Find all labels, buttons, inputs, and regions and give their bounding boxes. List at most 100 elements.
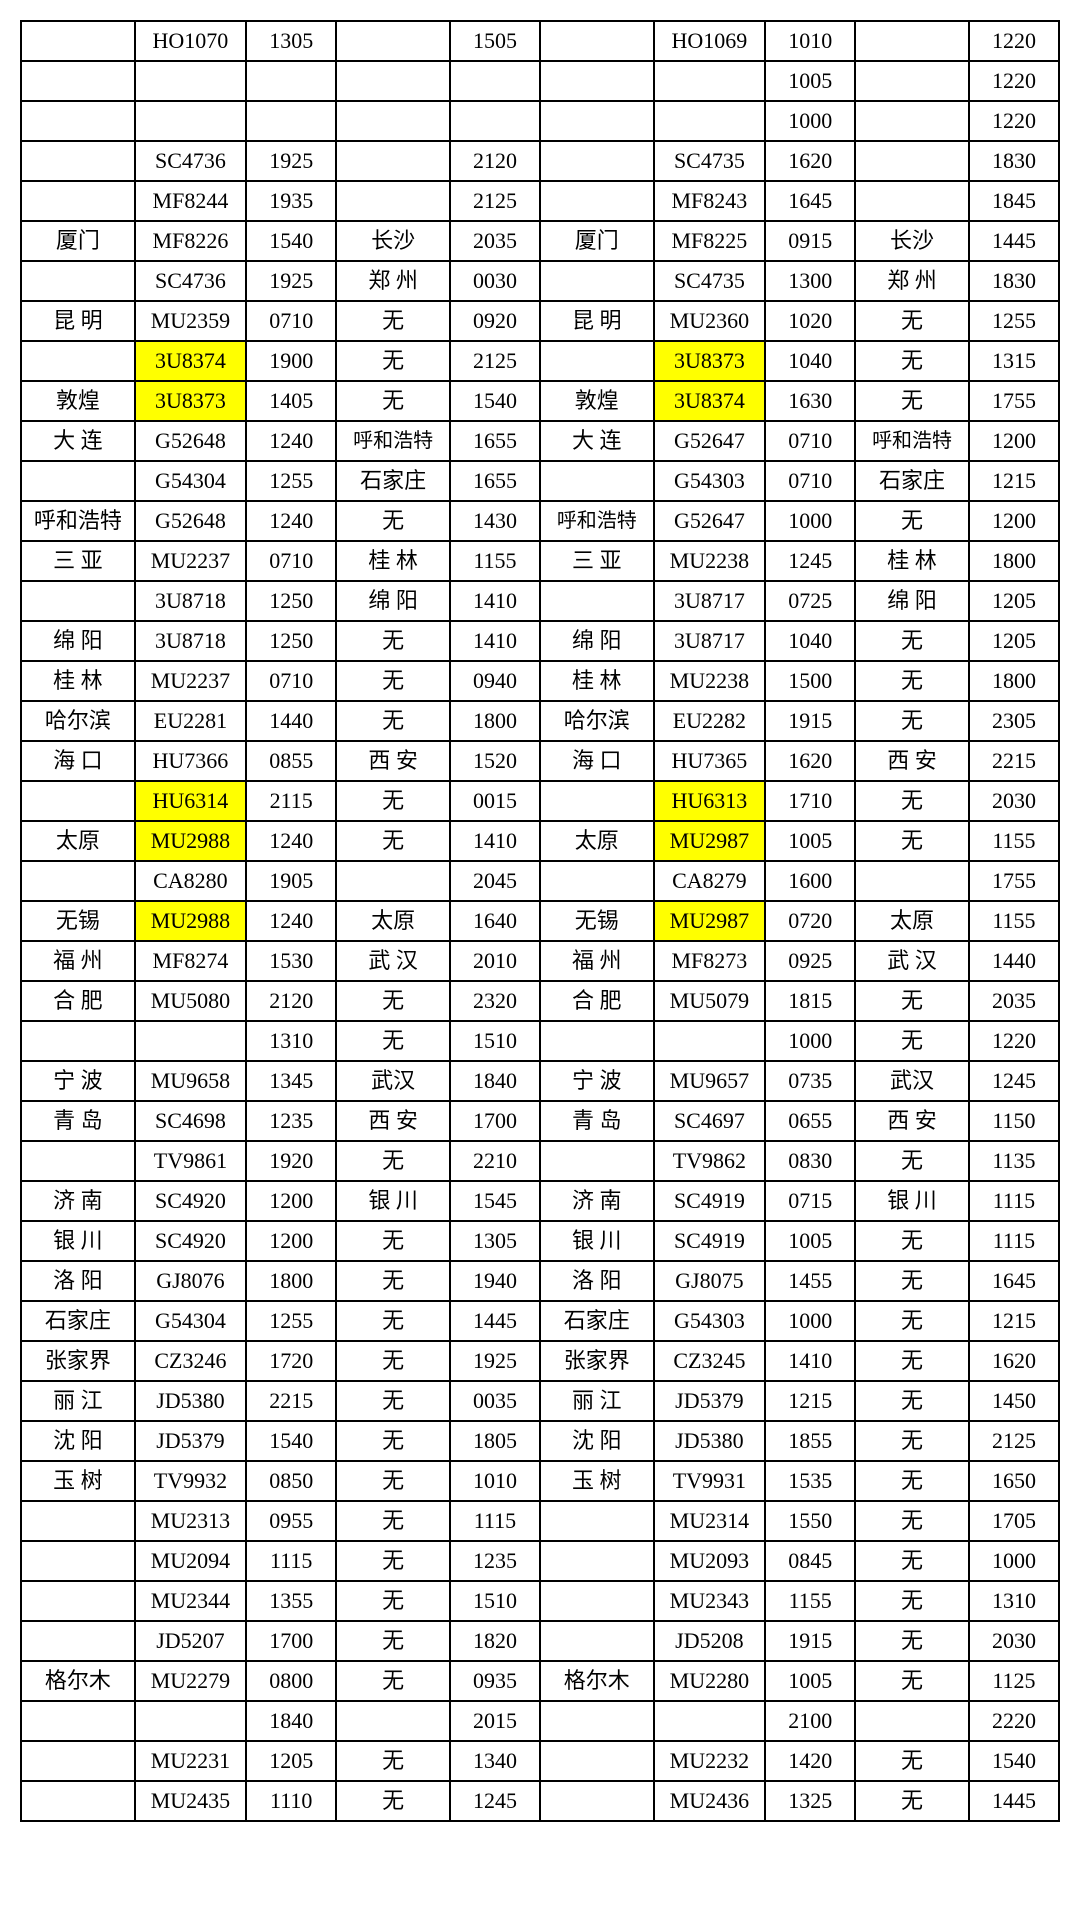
table-cell [540, 1581, 654, 1621]
table-cell [540, 1541, 654, 1581]
table-cell: 无 [336, 341, 450, 381]
table-cell: 0735 [765, 1061, 855, 1101]
table-cell [540, 861, 654, 901]
table-cell: 1540 [246, 1421, 336, 1461]
table-cell [135, 1021, 247, 1061]
table-cell: 1410 [765, 1341, 855, 1381]
table-cell: 无 [855, 1461, 969, 1501]
table-cell: 呼和浩特 [540, 501, 654, 541]
table-cell: 无 [855, 1261, 969, 1301]
table-cell: 1205 [969, 621, 1059, 661]
table-cell: 洛 阳 [540, 1261, 654, 1301]
table-cell: HU7365 [654, 741, 766, 781]
table-cell: 敦煌 [21, 381, 135, 421]
table-cell: 1755 [969, 381, 1059, 421]
table-cell: MU2093 [654, 1541, 766, 1581]
table-cell: 张家界 [540, 1341, 654, 1381]
table-cell: 3U8718 [135, 621, 247, 661]
table-cell: 2010 [450, 941, 540, 981]
table-cell [21, 341, 135, 381]
table-cell: 1440 [969, 941, 1059, 981]
table-cell: MU2314 [654, 1501, 766, 1541]
table-cell: 1915 [765, 1621, 855, 1661]
table-row: MU23441355无1510MU23431155无1310 [21, 1581, 1059, 1621]
table-cell: TV9932 [135, 1461, 247, 1501]
table-cell [21, 1781, 135, 1821]
table-cell: 2215 [969, 741, 1059, 781]
table-cell: 郑 州 [336, 261, 450, 301]
table-cell: MU2344 [135, 1581, 247, 1621]
table-cell [855, 61, 969, 101]
table-cell: 武汉 [855, 1061, 969, 1101]
table-cell: 1240 [246, 421, 336, 461]
table-cell: 1800 [969, 541, 1059, 581]
table-row: MU24351110无1245MU24361325无1445 [21, 1781, 1059, 1821]
table-cell: 沈 阳 [21, 1421, 135, 1461]
table-cell: 1240 [246, 901, 336, 941]
table-cell: 1340 [450, 1741, 540, 1781]
table-cell: 郑 州 [855, 261, 969, 301]
table-cell: 1255 [246, 461, 336, 501]
table-cell: 1540 [246, 221, 336, 261]
table-cell: 3U8717 [654, 581, 766, 621]
table-cell: CA8279 [654, 861, 766, 901]
table-cell: 无 [336, 701, 450, 741]
table-cell: 1235 [246, 1101, 336, 1141]
table-row: SC473619252120SC473516201830 [21, 141, 1059, 181]
table-row: 呼和浩特G526481240无1430呼和浩特G526471000无1200 [21, 501, 1059, 541]
table-cell: 2030 [969, 1621, 1059, 1661]
table-cell: 1125 [969, 1661, 1059, 1701]
table-cell: 格尔木 [21, 1661, 135, 1701]
table-cell: 0855 [246, 741, 336, 781]
table-row: 合 肥MU50802120无2320合 肥MU50791815无2035 [21, 981, 1059, 1021]
table-cell: 无 [855, 1221, 969, 1261]
table-cell: 无 [336, 1021, 450, 1061]
table-cell [855, 101, 969, 141]
table-cell: 0915 [765, 221, 855, 261]
table-cell: 厦门 [21, 221, 135, 261]
table-cell: 1800 [450, 701, 540, 741]
table-cell: 石家庄 [21, 1301, 135, 1341]
table-cell [21, 21, 135, 61]
table-cell: 1155 [765, 1581, 855, 1621]
table-cell: 1005 [765, 821, 855, 861]
table-cell: 1155 [969, 901, 1059, 941]
table-cell: 3U8373 [654, 341, 766, 381]
table-cell: 无 [855, 981, 969, 1021]
table-cell: 石家庄 [855, 461, 969, 501]
table-cell: 无 [855, 621, 969, 661]
table-cell [540, 1701, 654, 1741]
table-cell: 无 [855, 1621, 969, 1661]
table-cell: 2115 [246, 781, 336, 821]
table-cell: HU6313 [654, 781, 766, 821]
table-row: 昆 明MU23590710无0920昆 明MU23601020无1255 [21, 301, 1059, 341]
table-cell: 1005 [765, 1221, 855, 1261]
table-cell: 1830 [969, 261, 1059, 301]
table-cell: 1925 [450, 1341, 540, 1381]
table-cell: 1505 [450, 21, 540, 61]
table-cell: MU2988 [135, 821, 247, 861]
table-cell: 1445 [969, 1781, 1059, 1821]
table-cell: 绵 阳 [21, 621, 135, 661]
table-cell: 1235 [450, 1541, 540, 1581]
table-cell: CA8280 [135, 861, 247, 901]
table-cell: 格尔木 [540, 1661, 654, 1701]
table-cell [540, 181, 654, 221]
table-cell: 丽 江 [540, 1381, 654, 1421]
table-cell: 武 汉 [336, 941, 450, 981]
table-row: 玉 树TV99320850无1010玉 树TV99311535无1650 [21, 1461, 1059, 1501]
table-cell [336, 61, 450, 101]
table-cell: 0710 [246, 301, 336, 341]
table-cell: EU2281 [135, 701, 247, 741]
table-cell: MU2279 [135, 1661, 247, 1701]
table-cell: MU2987 [654, 821, 766, 861]
table-cell: GJ8075 [654, 1261, 766, 1301]
table-cell: HO1070 [135, 21, 247, 61]
table-row: 1840201521002220 [21, 1701, 1059, 1741]
table-cell [21, 101, 135, 141]
table-cell: 1830 [969, 141, 1059, 181]
table-cell: 0710 [765, 421, 855, 461]
table-cell: 1845 [969, 181, 1059, 221]
table-cell: 无 [336, 1661, 450, 1701]
table-cell: 1540 [450, 381, 540, 421]
